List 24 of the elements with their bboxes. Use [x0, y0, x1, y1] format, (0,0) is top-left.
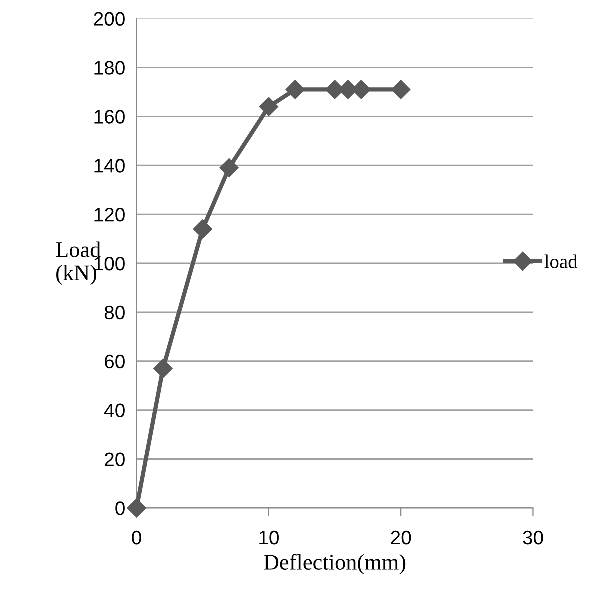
- y-tick-label: 140: [94, 159, 125, 173]
- y-tick-label: 60: [105, 354, 125, 369]
- y-tick-label: 20: [105, 452, 125, 466]
- y-tick-label: 100: [94, 256, 125, 271]
- point: [392, 80, 411, 100]
- x-tick-label: 10: [260, 530, 279, 545]
- y-tick-label: 40: [104, 404, 125, 418]
- point: [154, 359, 173, 378]
- y-tick-label: 180: [94, 61, 125, 75]
- x-tick-label: 20: [391, 530, 412, 545]
- point: [259, 97, 278, 116]
- x-tick-label: 30: [523, 530, 544, 545]
- y-tick-label: 120: [94, 208, 125, 222]
- y-tick-label: 160: [94, 110, 125, 124]
- point: [286, 80, 305, 100]
- point: [193, 220, 212, 239]
- y-tick-label: 80: [104, 306, 125, 320]
- y-tick-label: 0: [116, 502, 125, 516]
- point: [220, 158, 239, 178]
- y-tick-label: 200: [94, 12, 125, 26]
- legend-label: load: [544, 254, 578, 268]
- x-tick-label: 0: [132, 530, 142, 545]
- point: [127, 498, 146, 518]
- x-axis-title: Deflection(mm): [264, 554, 406, 574]
